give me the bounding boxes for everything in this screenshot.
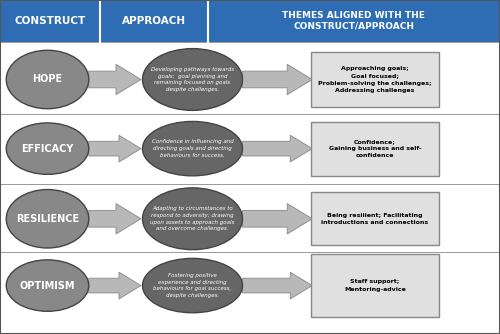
Text: Being resilient; Facilitating
introductions and connections: Being resilient; Facilitating introducti… (322, 213, 428, 225)
Polygon shape (242, 135, 312, 162)
Ellipse shape (6, 190, 89, 248)
FancyBboxPatch shape (100, 0, 208, 42)
Ellipse shape (6, 50, 89, 109)
Text: CONSTRUCT: CONSTRUCT (14, 16, 86, 26)
Polygon shape (89, 272, 141, 299)
Text: Staff support;
Mentoring-advice: Staff support; Mentoring-advice (344, 280, 406, 292)
Text: Developing pathways towards
goals;  goal planning and
remaining focused on goals: Developing pathways towards goals; goal … (151, 67, 234, 92)
Text: THEMES ALIGNED WITH THE
CONSTRUCT/APPROACH: THEMES ALIGNED WITH THE CONSTRUCT/APPROA… (282, 11, 425, 31)
Ellipse shape (142, 122, 242, 176)
Ellipse shape (6, 260, 89, 311)
FancyBboxPatch shape (0, 0, 100, 42)
Text: Approaching goals;
Goal focused;
Problem-solving the challenges;
Addressing chal: Approaching goals; Goal focused; Problem… (318, 66, 432, 93)
Polygon shape (242, 64, 312, 95)
Ellipse shape (142, 48, 242, 110)
Polygon shape (89, 135, 141, 162)
Ellipse shape (6, 123, 89, 174)
FancyBboxPatch shape (311, 122, 439, 176)
FancyBboxPatch shape (311, 52, 439, 107)
Text: APPROACH: APPROACH (122, 16, 186, 26)
Polygon shape (242, 272, 312, 299)
Text: Confidence;
Gaining business and self-
confidence: Confidence; Gaining business and self- c… (328, 139, 422, 158)
Ellipse shape (142, 259, 242, 313)
FancyBboxPatch shape (311, 192, 439, 245)
Text: Adapting to circumstances to
respond to adversity; drawing
upon assets to approa: Adapting to circumstances to respond to … (150, 206, 234, 231)
Text: EFFICACY: EFFICACY (22, 144, 74, 154)
Text: HOPE: HOPE (32, 74, 62, 85)
Text: RESILIENCE: RESILIENCE (16, 214, 79, 224)
Polygon shape (89, 203, 141, 234)
FancyBboxPatch shape (208, 0, 500, 42)
Polygon shape (242, 203, 312, 234)
Text: Confidence in influencing and
directing goals and directing
behaviours for succe: Confidence in influencing and directing … (152, 139, 234, 158)
Polygon shape (89, 64, 141, 95)
FancyBboxPatch shape (311, 255, 439, 317)
Text: Fostering positive
experience and directing
behaviours for goal success,
despite: Fostering positive experience and direct… (154, 273, 232, 298)
Ellipse shape (142, 188, 242, 250)
Text: OPTIMISM: OPTIMISM (20, 281, 75, 291)
